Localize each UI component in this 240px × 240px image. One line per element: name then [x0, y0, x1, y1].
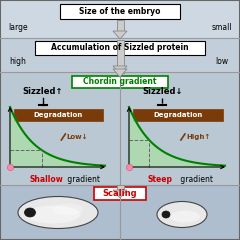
Bar: [94, 187, 146, 200]
Text: Chordin gradient: Chordin gradient: [83, 78, 157, 86]
Text: High↑: High↑: [186, 134, 210, 140]
Bar: [133, 109, 223, 121]
Text: Degradation: Degradation: [34, 112, 83, 118]
Polygon shape: [113, 31, 127, 39]
Text: Size of the embryo: Size of the embryo: [79, 7, 161, 16]
Text: Steep: Steep: [148, 175, 173, 185]
Ellipse shape: [170, 210, 200, 222]
Ellipse shape: [157, 202, 207, 228]
Text: Sizzled↓: Sizzled↓: [142, 88, 183, 96]
Text: large: large: [8, 24, 28, 32]
Ellipse shape: [25, 205, 80, 223]
Polygon shape: [113, 69, 127, 77]
Polygon shape: [129, 107, 225, 167]
Bar: [116, 185, 124, 190]
Text: Scaling: Scaling: [103, 189, 137, 198]
Text: Shallow: Shallow: [30, 175, 64, 185]
Text: gradient: gradient: [178, 175, 213, 185]
Bar: [72, 76, 168, 88]
Polygon shape: [113, 190, 127, 198]
Bar: [0, 72, 240, 185]
Ellipse shape: [162, 211, 170, 218]
Text: high: high: [10, 56, 26, 66]
Ellipse shape: [53, 204, 83, 216]
Text: Low↓: Low↓: [66, 134, 88, 140]
Text: Sizzled↑: Sizzled↑: [23, 88, 63, 96]
Bar: [35, 41, 205, 55]
Bar: [0, 38, 240, 72]
Ellipse shape: [18, 197, 98, 228]
Text: gradient: gradient: [65, 175, 100, 185]
Bar: [116, 69, 124, 73]
Text: Degradation: Degradation: [153, 112, 203, 118]
Text: low: low: [216, 56, 228, 66]
Text: small: small: [212, 24, 232, 32]
Polygon shape: [10, 107, 105, 167]
Bar: [0, 0, 240, 38]
Ellipse shape: [24, 208, 36, 217]
Bar: [60, 4, 180, 19]
Text: Accumulation of Sizzled protein: Accumulation of Sizzled protein: [51, 43, 189, 53]
Bar: [0, 185, 240, 240]
Polygon shape: [113, 66, 127, 74]
Bar: [116, 40, 124, 66]
Bar: [116, 20, 124, 31]
Bar: [14, 109, 103, 121]
